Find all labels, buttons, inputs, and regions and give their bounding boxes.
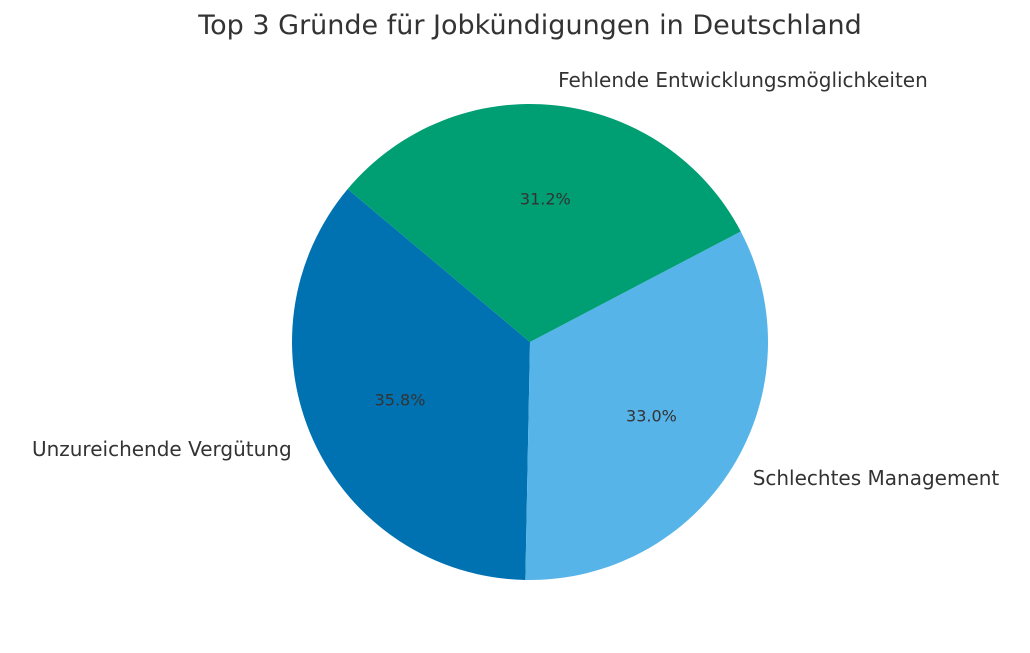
slice-label: Schlechtes Management [753, 466, 1000, 490]
slice-percent-label: 31.2% [520, 190, 571, 209]
pie-slice [347, 104, 741, 343]
chart-title: Top 3 Gründe für Jobkündigungen in Deuts… [197, 10, 862, 41]
pie-slice [525, 231, 768, 580]
pie-slice [292, 189, 530, 580]
slice-label: Fehlende Entwicklungsmöglichkeiten [558, 68, 928, 92]
slice-label: Unzureichende Vergütung [32, 437, 292, 461]
slice-percent-label: 35.8% [375, 391, 426, 410]
slice-percent-label: 33.0% [626, 407, 677, 426]
